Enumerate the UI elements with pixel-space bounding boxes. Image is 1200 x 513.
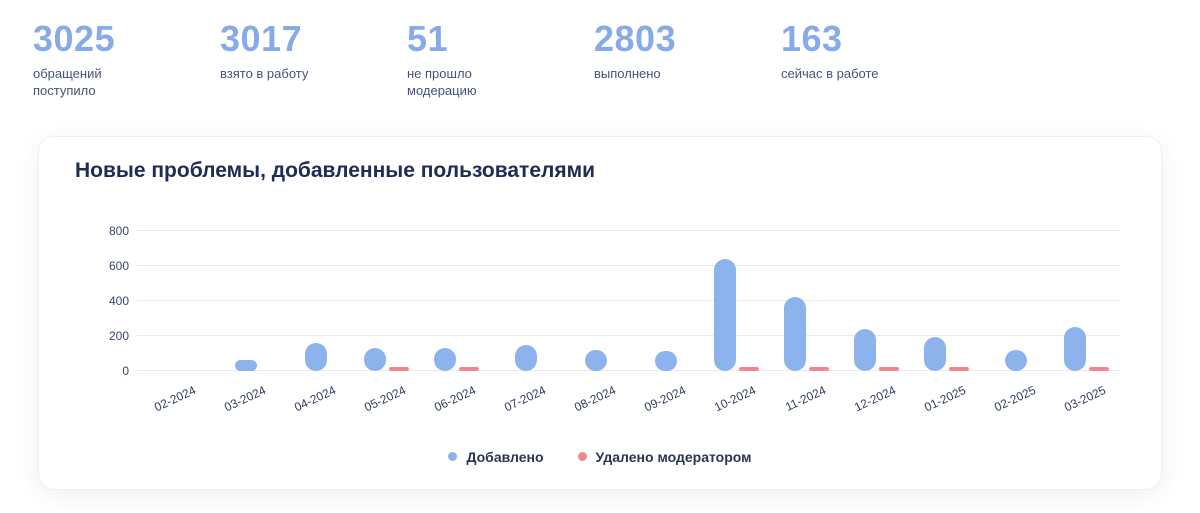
stat-value: 3017 [220,18,303,59]
x-axis-label: 11-2024 [782,382,828,414]
x-axis-label: 01-2025 [922,382,968,415]
plot-area: 0 200 400 600 800 02-2024 03-2024 04-2024 05-202… [109,224,1121,414]
x-axis-label: 02-2025 [992,382,1038,415]
gridline [137,229,1121,231]
bar-group: 02-2025 [981,231,1051,414]
bar-group: 12-2024 [841,231,911,414]
x-axis-label: 04-2024 [292,382,338,415]
stat-received: 3025 обращений поступило [33,20,220,100]
bar-group: 10-2024 [701,231,771,414]
bar-removed[interactable] [458,366,479,371]
stat-in-progress: 163 сейчас в работе [781,20,968,100]
stat-label: сейчас в работе [781,65,879,81]
bar-group: 06-2024 [421,231,491,414]
y-axis-label: 600 [108,258,129,273]
x-axis-label: 07-2024 [502,382,548,415]
gridline [137,264,1121,266]
bar-added[interactable] [655,350,677,371]
bar-group: 02-2024 [141,231,211,414]
chart-card: Новые проблемы, добавленные пользователя… [38,135,1162,490]
x-axis-label: 03-2025 [1062,382,1108,415]
y-axis-label: 400 [108,293,129,308]
bar-group: 01-2025 [911,231,981,414]
gridline [137,299,1121,301]
legend-dot [448,452,458,462]
stats-row: 3025 обращений поступило 3017 взято в ра… [0,0,1200,100]
legend-item-removed[interactable]: Удалено модератором [577,448,752,465]
x-axis-label: 12-2024 [852,382,898,415]
bar-added[interactable] [923,336,946,371]
stat-label: обращений поступило [33,65,102,99]
bar-group: 03-2025 [1051,231,1121,414]
gridline [137,369,1121,371]
legend-dot [577,452,587,462]
bar-group: 07-2024 [491,231,561,414]
x-axis-label: 02-2024 [152,382,198,415]
bar-added[interactable] [305,342,327,371]
legend-label: Добавлено [466,448,544,465]
bars-row: 02-2024 03-2024 04-2024 05-2024 06-2024 07-20… [141,231,1121,414]
bar-removed[interactable] [948,366,969,371]
x-axis-label: 06-2024 [432,382,478,415]
bar-added[interactable] [853,328,876,371]
bar-group: 09-2024 [631,231,701,414]
bar-group: 05-2024 [351,231,421,414]
stat-label: взято в работу [220,65,309,81]
bar-group: 04-2024 [281,231,351,414]
x-axis-label: 09-2024 [642,382,688,415]
bar-chart: 0 200 400 600 800 02-2024 03-2024 04-2024 05-202… [109,224,1121,414]
x-axis-label: 10-2024 [712,382,758,415]
chart-legend: Добавлено Удалено модератором [65,449,1135,465]
bar-group: 11-2024 [771,231,841,414]
bar-group: 03-2024 [211,231,281,414]
chart-title: Новые проблемы, добавленные пользователя… [75,158,596,182]
gridline [137,334,1121,336]
bar-added[interactable] [783,297,806,371]
stat-value: 2803 [594,18,677,59]
x-axis-label: 05-2024 [362,382,408,415]
bar-added[interactable] [235,360,257,371]
bar-added[interactable] [585,349,607,371]
bar-added[interactable] [713,258,736,371]
x-axis-label: 03-2024 [222,382,268,415]
stat-label: выполнено [594,65,661,81]
stat-value: 163 [781,18,843,59]
stat-taken: 3017 взято в работу [220,20,407,100]
bar-removed[interactable] [808,366,829,371]
bar-added[interactable] [433,348,456,371]
stat-value: 3025 [33,18,116,59]
y-axis-label: 0 [122,363,129,378]
stat-value: 51 [407,18,449,59]
stat-completed: 2803 выполнено [594,20,781,100]
bar-removed[interactable] [1088,366,1109,371]
y-axis-label: 200 [108,328,129,343]
bar-removed[interactable] [388,366,409,371]
stat-rejected: 51 не прошло модерацию [407,20,594,100]
legend-label: Удалено модератором [595,448,752,465]
bar-removed[interactable] [878,366,899,371]
bar-added[interactable] [1005,349,1027,371]
y-axis-label: 800 [108,223,129,238]
bar-added[interactable] [515,344,537,371]
bar-removed[interactable] [738,366,759,371]
x-axis-label: 08-2024 [572,382,618,415]
bar-added[interactable] [1063,327,1086,371]
legend-item-added[interactable]: Добавлено [448,448,544,465]
bar-added[interactable] [363,348,386,371]
bar-group: 08-2024 [561,231,631,414]
stat-label: не прошло модерацию [407,65,477,99]
